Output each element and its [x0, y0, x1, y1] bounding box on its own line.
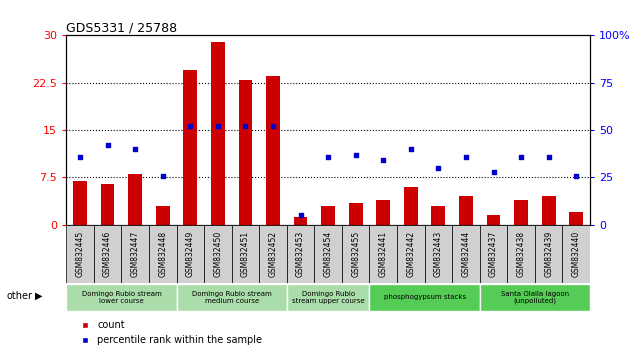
Bar: [432, 206, 445, 225]
FancyBboxPatch shape: [66, 284, 177, 311]
Legend: count, percentile rank within the sample: count, percentile rank within the sample: [71, 316, 266, 349]
FancyBboxPatch shape: [535, 225, 562, 283]
Text: Domingo Rubio
stream upper course: Domingo Rubio stream upper course: [292, 291, 365, 304]
Bar: [542, 196, 555, 225]
Bar: [128, 174, 142, 225]
Text: GSM832439: GSM832439: [544, 231, 553, 277]
FancyBboxPatch shape: [370, 225, 397, 283]
FancyBboxPatch shape: [342, 225, 370, 283]
Point: [240, 124, 251, 129]
Text: GSM832449: GSM832449: [186, 231, 195, 277]
Point: [433, 165, 444, 171]
Text: GSM832445: GSM832445: [76, 231, 85, 277]
Text: GSM832453: GSM832453: [296, 231, 305, 277]
Bar: [266, 76, 280, 225]
Bar: [349, 203, 363, 225]
Text: GSM832451: GSM832451: [241, 231, 250, 277]
FancyBboxPatch shape: [259, 225, 286, 283]
FancyBboxPatch shape: [397, 225, 425, 283]
Bar: [101, 184, 114, 225]
Text: GSM832452: GSM832452: [269, 231, 278, 277]
Point: [130, 146, 140, 152]
FancyBboxPatch shape: [204, 225, 232, 283]
Point: [516, 154, 526, 159]
Bar: [156, 206, 170, 225]
Text: phosphogypsum stacks: phosphogypsum stacks: [384, 295, 466, 300]
Bar: [239, 80, 252, 225]
Bar: [569, 212, 583, 225]
Bar: [73, 181, 87, 225]
FancyBboxPatch shape: [425, 225, 452, 283]
FancyBboxPatch shape: [507, 225, 535, 283]
FancyBboxPatch shape: [314, 225, 342, 283]
Point: [186, 124, 196, 129]
FancyBboxPatch shape: [177, 284, 286, 311]
Text: GSM832455: GSM832455: [351, 231, 360, 277]
Point: [406, 146, 416, 152]
FancyBboxPatch shape: [177, 225, 204, 283]
Point: [75, 154, 85, 159]
Text: GSM832437: GSM832437: [489, 231, 498, 277]
FancyBboxPatch shape: [94, 225, 121, 283]
Point: [103, 142, 113, 148]
Text: Domingo Rubio stream
lower course: Domingo Rubio stream lower course: [81, 291, 162, 304]
Bar: [487, 215, 500, 225]
Text: GSM832450: GSM832450: [213, 231, 222, 277]
Bar: [211, 42, 225, 225]
FancyBboxPatch shape: [562, 225, 590, 283]
Point: [543, 154, 553, 159]
Text: GSM832440: GSM832440: [572, 231, 581, 277]
Text: Santa Olalla lagoon
(unpolluted): Santa Olalla lagoon (unpolluted): [501, 291, 569, 304]
Text: GSM832441: GSM832441: [379, 231, 387, 277]
Text: GSM832443: GSM832443: [434, 231, 443, 277]
Text: ▶: ▶: [35, 291, 42, 301]
Text: GSM832438: GSM832438: [517, 231, 526, 277]
FancyBboxPatch shape: [232, 225, 259, 283]
Text: GDS5331 / 25788: GDS5331 / 25788: [66, 21, 177, 34]
Bar: [293, 217, 307, 225]
Text: GSM832454: GSM832454: [324, 231, 333, 277]
Text: GSM832444: GSM832444: [461, 231, 471, 277]
Point: [488, 169, 498, 175]
Text: Domingo Rubio stream
medium course: Domingo Rubio stream medium course: [192, 291, 271, 304]
Text: other: other: [6, 291, 32, 301]
Bar: [514, 200, 528, 225]
Point: [268, 124, 278, 129]
FancyBboxPatch shape: [149, 225, 177, 283]
Point: [158, 173, 168, 178]
FancyBboxPatch shape: [66, 225, 94, 283]
FancyBboxPatch shape: [370, 284, 480, 311]
FancyBboxPatch shape: [286, 225, 314, 283]
FancyBboxPatch shape: [480, 225, 507, 283]
Point: [351, 152, 361, 158]
Point: [295, 212, 305, 218]
FancyBboxPatch shape: [480, 284, 590, 311]
FancyBboxPatch shape: [452, 225, 480, 283]
Point: [378, 158, 388, 163]
Point: [323, 154, 333, 159]
Bar: [376, 200, 390, 225]
Bar: [184, 70, 197, 225]
Text: GSM832442: GSM832442: [406, 231, 415, 277]
Point: [571, 173, 581, 178]
Text: GSM832448: GSM832448: [158, 231, 167, 277]
Point: [461, 154, 471, 159]
Bar: [404, 187, 418, 225]
Text: GSM832447: GSM832447: [131, 231, 139, 277]
Point: [213, 124, 223, 129]
FancyBboxPatch shape: [286, 284, 370, 311]
Text: GSM832446: GSM832446: [103, 231, 112, 277]
Bar: [459, 196, 473, 225]
Bar: [321, 206, 335, 225]
FancyBboxPatch shape: [121, 225, 149, 283]
